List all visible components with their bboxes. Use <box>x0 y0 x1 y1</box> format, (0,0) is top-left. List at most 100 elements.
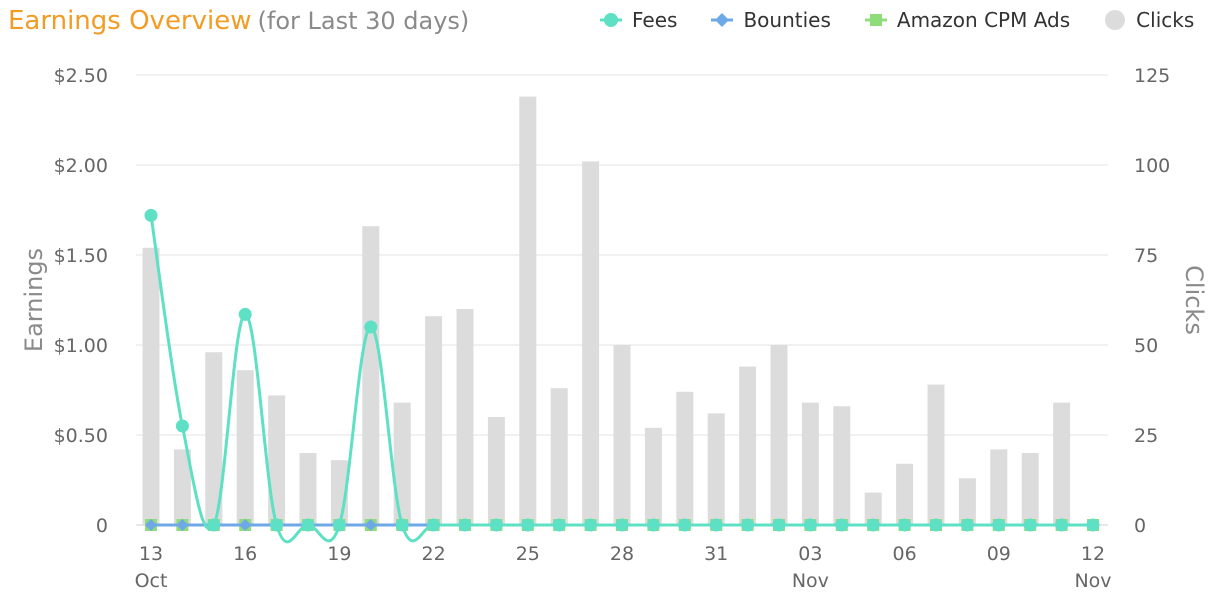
x-tick-label: 25 <box>516 543 540 565</box>
clicks-bar <box>770 345 788 525</box>
y-left-tick-label: $1.00 <box>54 335 108 357</box>
fees-point <box>898 518 912 532</box>
chart-title: Earnings Overview (for Last 30 days) <box>8 6 469 36</box>
y-left-axis-title: Earnings <box>20 248 48 352</box>
fees-point <box>552 518 566 532</box>
clicks-bar <box>299 453 317 525</box>
y-right-tick-label: 25 <box>1134 425 1158 447</box>
x-tick-sublabel: Oct <box>135 570 168 592</box>
y-left-tick-label: 0 <box>96 515 108 537</box>
clicks-bar <box>550 388 568 525</box>
x-tick-label: 09 <box>987 543 1011 565</box>
legend-marker-cpm-ads-icon <box>864 14 887 26</box>
clicks-bar <box>990 449 1008 525</box>
y-left-tick-label: $2.00 <box>54 155 108 177</box>
clicks-bar <box>205 352 223 525</box>
fees-point <box>803 518 817 532</box>
clicks-bar <box>582 161 600 525</box>
clicks-bar <box>707 413 725 525</box>
x-tick-label: 13 <box>139 543 163 565</box>
clicks-bar <box>487 417 505 525</box>
x-tick-label: 12 <box>1081 543 1105 565</box>
x-tick-label: 22 <box>422 543 446 565</box>
legend-label-clicks: Clicks <box>1136 8 1195 32</box>
fees-point <box>1023 518 1037 532</box>
clicks-bar <box>173 449 191 525</box>
fees-point <box>301 518 315 532</box>
fees-point <box>960 518 974 532</box>
fees-point <box>1055 518 1069 532</box>
fees-point <box>835 518 849 532</box>
bounties-point <box>176 519 189 531</box>
x-tick-label: 06 <box>893 543 917 565</box>
legend-item-fees[interactable]: Fees <box>600 8 677 32</box>
y-left-tick-label: $1.50 <box>54 245 108 267</box>
x-tick-label: 19 <box>327 543 351 565</box>
legend-label-bounties: Bounties <box>743 8 831 32</box>
legend-label-fees: Fees <box>632 8 678 32</box>
fees-point <box>678 518 692 532</box>
chart-title-sub: (for Last 30 days) <box>257 7 470 35</box>
y-right-axis-title: Clicks <box>1180 265 1208 335</box>
y-left-tick-label: $0.50 <box>54 425 108 447</box>
fees-point <box>175 419 189 433</box>
y-right-tick-label: 125 <box>1134 65 1170 87</box>
clicks-bar <box>833 406 851 525</box>
clicks-bar <box>425 316 443 525</box>
fees-point <box>364 320 378 334</box>
fees-point <box>521 518 535 532</box>
fees-point <box>238 307 252 321</box>
fees-point <box>395 518 409 532</box>
bounties-point <box>145 519 157 531</box>
x-tick-sublabel: Nov <box>1074 570 1111 592</box>
fees-point <box>489 518 503 532</box>
clicks-bar <box>1053 402 1071 525</box>
x-tick-label: 28 <box>610 543 634 565</box>
clicks-bar <box>739 366 757 525</box>
fees-point <box>270 518 284 532</box>
clicks-bar <box>393 402 411 525</box>
fees-point <box>427 518 441 532</box>
fees-point <box>615 518 629 532</box>
clicks-bar <box>268 395 286 525</box>
legend-item-bounties[interactable]: Bounties <box>711 8 831 32</box>
x-tick-label: 16 <box>233 543 257 565</box>
fees-point <box>584 518 598 532</box>
fees-point <box>144 208 158 222</box>
legend-label-cpm-ads: Amazon CPM Ads <box>896 8 1071 32</box>
x-tick-label: 31 <box>704 543 728 565</box>
clicks-bar <box>142 247 160 526</box>
y-right-tick-label: 50 <box>1134 335 1158 357</box>
y-right-tick-label: 0 <box>1134 515 1146 537</box>
clicks-bar <box>864 492 882 525</box>
legend-marker-clicks-icon <box>1105 10 1126 30</box>
clicks-bar <box>896 463 914 525</box>
clicks-bar <box>801 402 819 525</box>
legend-item-cpm-ads[interactable]: Amazon CPM Ads <box>864 8 1071 32</box>
clicks-bar <box>613 345 631 525</box>
y-left-tick-label: $2.50 <box>54 65 108 87</box>
fees-point <box>1086 518 1100 532</box>
legend-marker-bounties-icon <box>711 13 734 27</box>
bounties-point <box>239 519 252 531</box>
chart-title-main: Earnings Overview <box>8 6 252 36</box>
legend: Fees Bounties Amazon CPM Ads Clicks <box>600 8 1194 32</box>
clicks-bar <box>1021 453 1039 525</box>
fees-point <box>992 518 1006 532</box>
legend-marker-fees-icon <box>600 13 622 27</box>
clicks-bar <box>676 391 694 525</box>
clicks-bar <box>927 384 945 525</box>
fees-point <box>929 518 943 532</box>
clicks-bar <box>958 478 976 525</box>
y-right-tick-label: 75 <box>1134 245 1158 267</box>
fees-point <box>458 518 472 532</box>
y-right-tick-label: 100 <box>1134 155 1170 177</box>
clicks-bar <box>644 427 662 525</box>
fees-point <box>741 518 755 532</box>
clicks-bar <box>519 96 537 525</box>
clicks-bar <box>362 226 380 525</box>
fees-point <box>332 518 346 532</box>
legend-item-clicks[interactable]: Clicks <box>1104 8 1194 32</box>
fees-point <box>772 518 786 532</box>
